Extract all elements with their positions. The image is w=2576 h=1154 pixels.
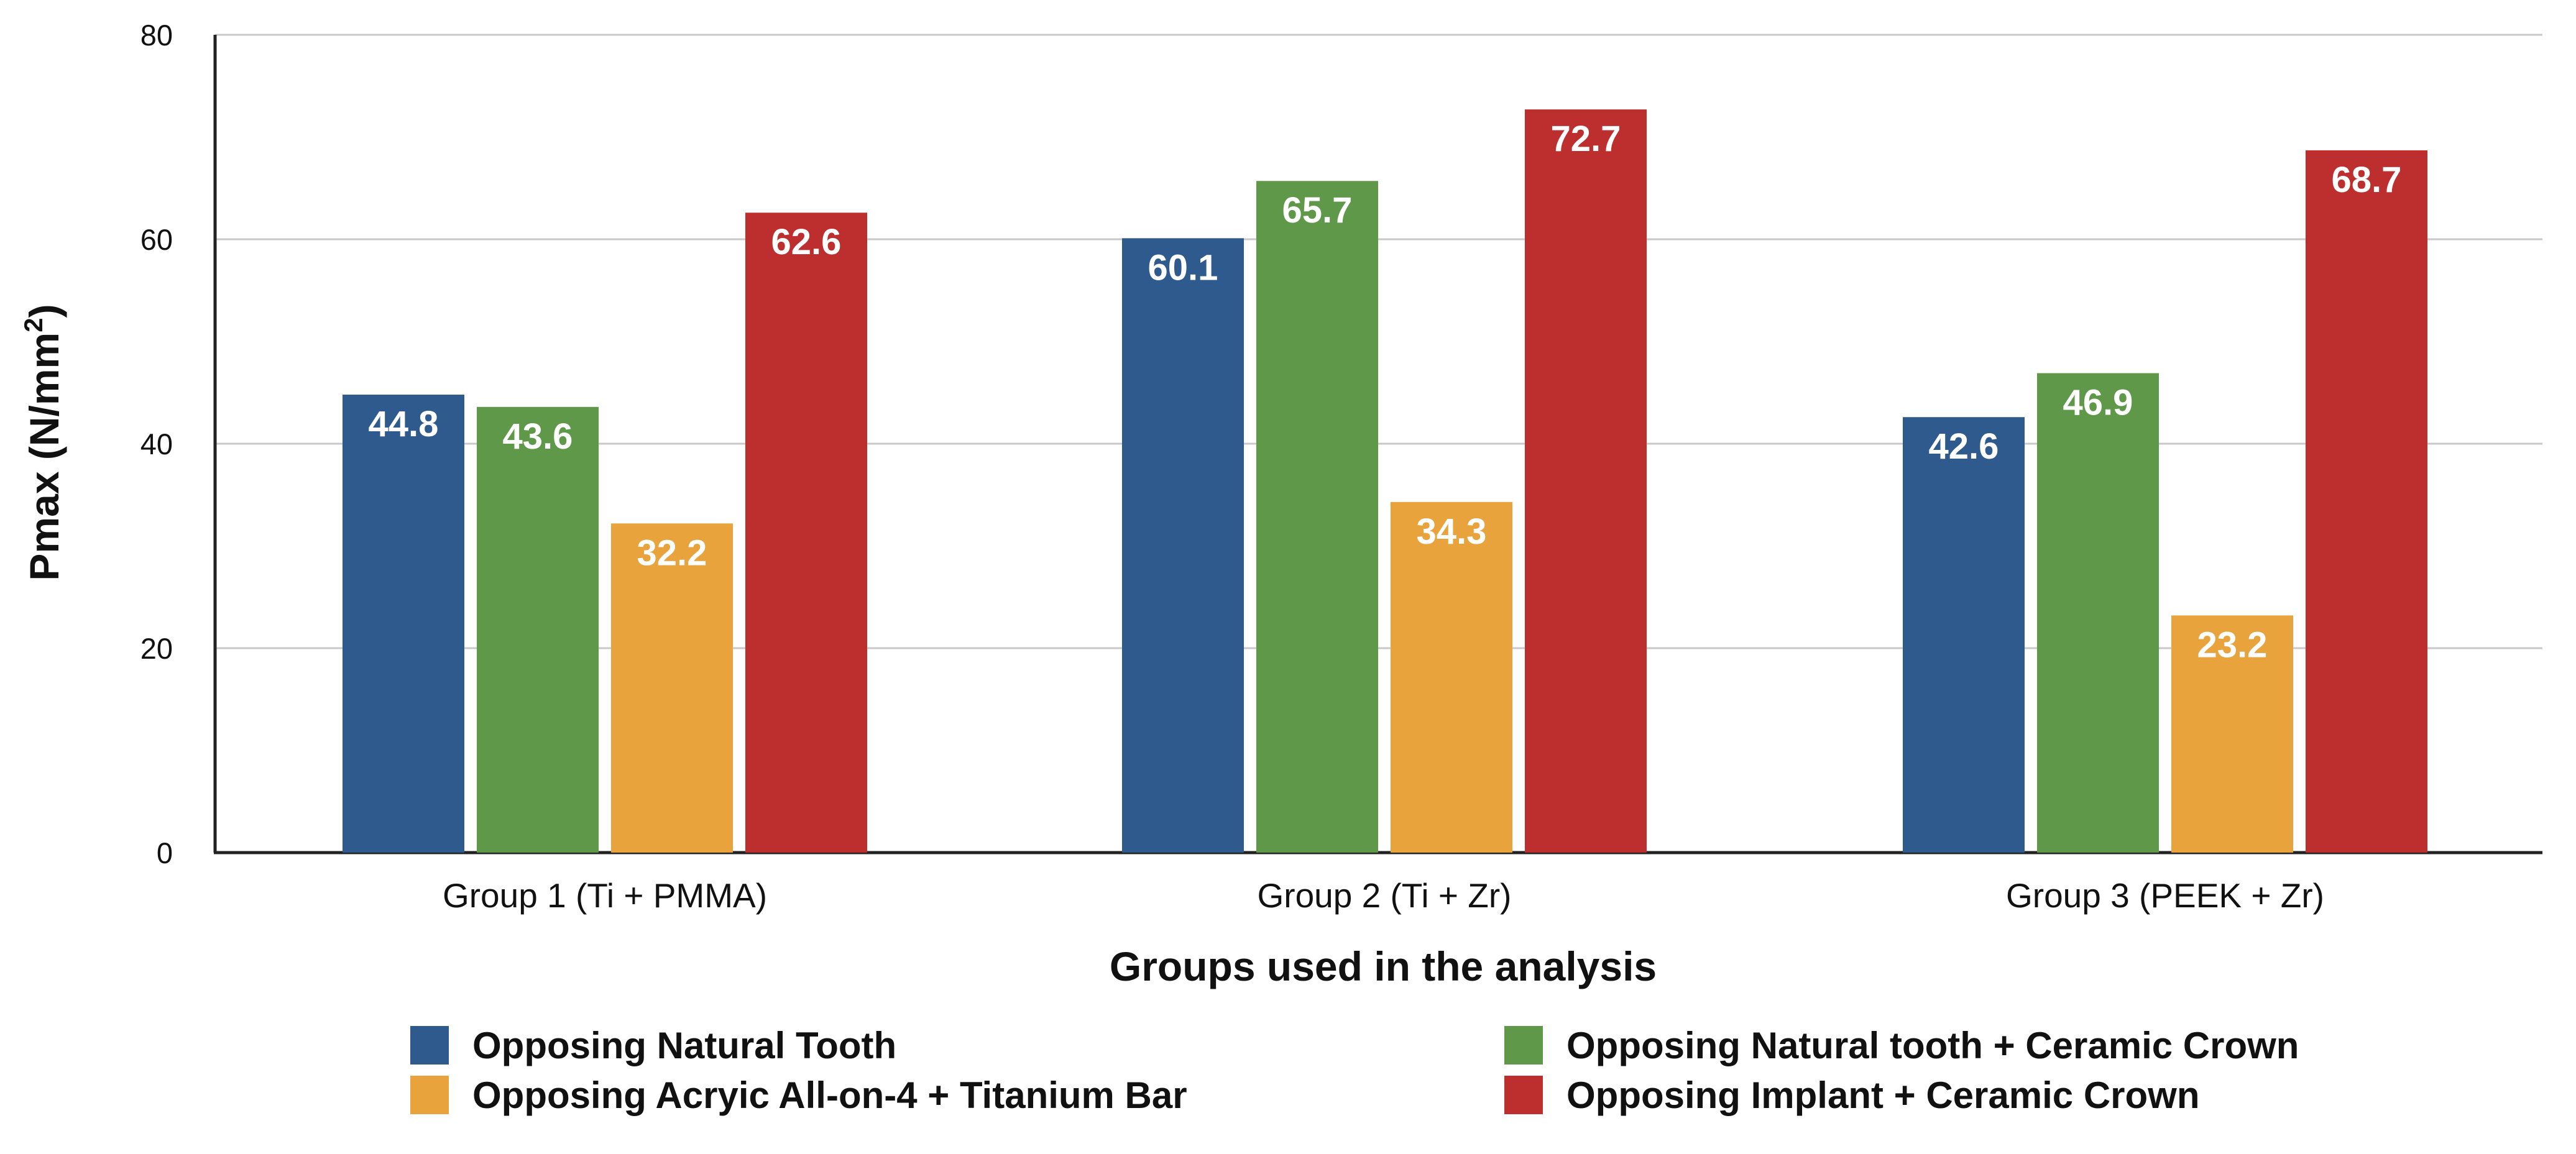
data-label: 62.6 xyxy=(771,222,842,262)
data-label: 46.9 xyxy=(2063,382,2133,423)
bar xyxy=(2171,615,2293,853)
data-labels: 44.8 43.6 32.2 62.6 60.1 65.7 34.3 72.7 42.6 46.9… xyxy=(369,119,2402,665)
bar xyxy=(1122,238,1244,853)
bar xyxy=(477,406,599,853)
data-label: 68.7 xyxy=(2332,160,2402,200)
y-axis-title-superscript: 2 xyxy=(19,318,48,332)
bars xyxy=(343,109,2427,853)
y-axis-title-main: Pmax (N/mm xyxy=(21,332,67,581)
legend-swatch xyxy=(1504,1076,1543,1114)
data-label: 42.6 xyxy=(1929,426,1999,467)
bar xyxy=(1256,181,1378,853)
bar xyxy=(343,395,464,853)
category-labels: Group 1 (Ti + PMMA) Group 2 (Ti + Zr) Grou… xyxy=(443,876,2324,915)
category-label: Group 2 (Ti + Zr) xyxy=(1257,876,1511,915)
legend-label: Opposing Natural Tooth xyxy=(472,1025,896,1066)
y-tick-labels: 0 20 40 60 80 xyxy=(140,19,173,869)
bar xyxy=(1903,417,2025,853)
legend-swatch xyxy=(410,1076,449,1114)
data-label: 60.1 xyxy=(1148,247,1218,288)
category-label: Group 1 (Ti + PMMA) xyxy=(443,876,767,915)
bar xyxy=(745,213,867,853)
data-label: 43.6 xyxy=(503,416,573,457)
legend-swatch xyxy=(1504,1026,1543,1065)
y-tick-label: 0 xyxy=(157,836,173,869)
data-label: 23.2 xyxy=(2197,625,2268,665)
data-label: 72.7 xyxy=(1551,119,1621,159)
bar xyxy=(2306,150,2427,853)
legend: Opposing Natural Tooth Opposing Natural t… xyxy=(410,1025,2299,1116)
bar xyxy=(1391,501,1512,853)
y-tick-label: 20 xyxy=(140,632,173,665)
bar xyxy=(1525,109,1647,853)
y-tick-label: 40 xyxy=(140,428,173,460)
data-label: 44.8 xyxy=(369,404,439,444)
bar xyxy=(611,523,733,853)
legend-label: Opposing Natural tooth + Ceramic Crown xyxy=(1566,1025,2299,1066)
y-axis-title-close: ) xyxy=(21,304,67,318)
y-tick-label: 60 xyxy=(140,223,173,256)
legend-swatch xyxy=(410,1026,449,1065)
y-axis-title: Pmax (N/mm2) xyxy=(19,304,67,580)
legend-label: Opposing Implant + Ceramic Crown xyxy=(1566,1074,2199,1116)
data-label: 32.2 xyxy=(637,533,707,573)
bar xyxy=(2037,373,2159,853)
category-label: Group 3 (PEEK + Zr) xyxy=(2006,876,2324,915)
y-tick-label: 80 xyxy=(140,19,173,52)
data-label: 34.3 xyxy=(1417,511,1487,552)
data-label: 65.7 xyxy=(1282,190,1353,231)
legend-label: Opposing Acryic All-on-4 + Titanium Bar xyxy=(472,1074,1187,1116)
x-axis-title: Groups used in the analysis xyxy=(1110,943,1657,989)
